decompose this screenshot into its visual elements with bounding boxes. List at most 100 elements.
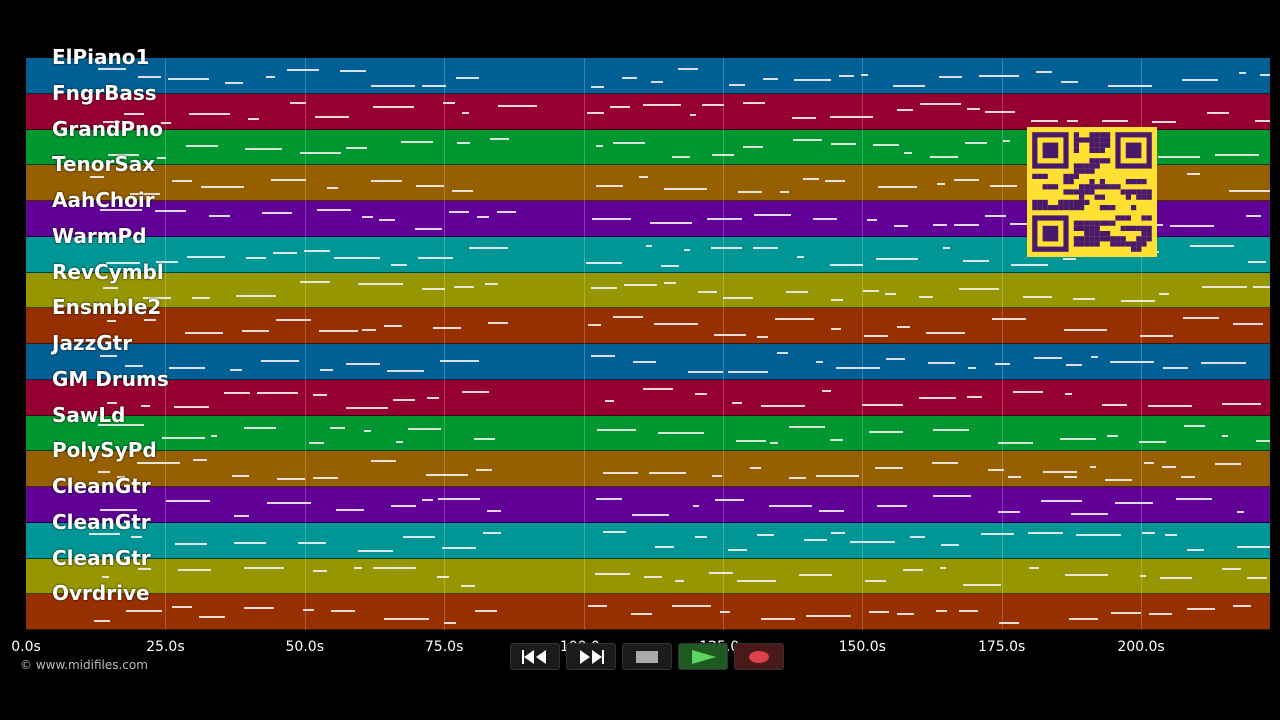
midi-note — [1247, 261, 1267, 264]
midi-note — [862, 404, 904, 407]
midi-note — [803, 178, 820, 181]
qr-module — [1136, 189, 1142, 195]
midi-note — [165, 499, 211, 502]
qr-module — [1084, 199, 1090, 205]
midi-note — [193, 459, 208, 462]
record-button[interactable] — [734, 643, 784, 670]
qr-module — [1141, 231, 1147, 237]
track-lane[interactable] — [26, 272, 1270, 309]
midi-note — [822, 389, 831, 392]
midi-note — [106, 401, 118, 404]
time-gridline — [165, 58, 167, 630]
midi-note — [1187, 549, 1205, 552]
stop-button[interactable] — [622, 643, 672, 670]
midi-note — [919, 296, 934, 299]
midi-note — [729, 83, 745, 86]
time-gridline — [1141, 58, 1142, 630]
midi-note — [711, 247, 742, 250]
midi-note — [785, 290, 809, 293]
qr-module — [1146, 225, 1152, 231]
midi-note — [299, 151, 341, 154]
midi-note — [876, 504, 908, 507]
midi-note — [98, 68, 127, 71]
midi-note — [421, 288, 446, 291]
track-lane[interactable] — [26, 522, 1270, 559]
track-lane[interactable] — [26, 415, 1270, 452]
track-lane[interactable] — [26, 451, 1270, 487]
midi-note — [868, 610, 890, 613]
midi-note — [697, 290, 717, 293]
play-button[interactable] — [678, 643, 728, 670]
midi-note — [1144, 462, 1155, 465]
piano-roll[interactable] — [26, 58, 1270, 630]
midi-note — [1065, 392, 1073, 395]
midi-note — [192, 296, 210, 299]
midi-note — [174, 406, 210, 409]
midi-note — [1023, 295, 1053, 298]
qr-module — [1125, 194, 1131, 200]
qr-module — [1125, 215, 1131, 221]
midi-note — [1063, 476, 1078, 479]
midi-note — [1101, 119, 1128, 122]
midi-note — [770, 442, 778, 445]
qr-module — [1099, 205, 1105, 211]
midi-note — [461, 112, 469, 115]
midi-note — [477, 215, 490, 218]
midi-note — [994, 362, 1011, 365]
track-name-label: FngrBass — [52, 80, 157, 105]
track-lane[interactable] — [26, 594, 1270, 630]
midi-note — [99, 209, 143, 212]
track-lane[interactable] — [26, 58, 1270, 94]
midi-note — [963, 259, 990, 262]
midi-note — [803, 538, 828, 541]
midi-note — [303, 249, 331, 252]
midi-note — [1140, 574, 1147, 577]
midi-note — [461, 585, 475, 588]
track-name-label: GrandPno — [52, 116, 163, 141]
midi-note — [942, 247, 950, 250]
midi-note — [929, 155, 958, 158]
midi-note — [1215, 153, 1260, 156]
midi-note — [933, 428, 970, 431]
fast-forward-button[interactable] — [566, 643, 616, 670]
qr-module — [1084, 163, 1090, 169]
midi-note — [658, 432, 704, 435]
qr-module — [1136, 236, 1142, 242]
midi-note — [438, 497, 480, 500]
midi-note — [613, 142, 646, 145]
track-lane[interactable] — [26, 487, 1270, 523]
midi-note — [422, 85, 447, 88]
track-name-label: SawLd — [52, 402, 126, 427]
midi-note — [354, 567, 363, 570]
qr-module — [1042, 199, 1048, 205]
track-lane[interactable] — [26, 344, 1270, 380]
midi-note — [1065, 364, 1083, 367]
track-lane[interactable] — [26, 93, 1270, 130]
midi-note — [415, 227, 443, 230]
midi-note — [799, 573, 833, 576]
time-tick-label: 50.0s — [285, 639, 324, 655]
midi-note — [161, 436, 205, 439]
midi-note — [815, 474, 859, 477]
rewind-button[interactable] — [510, 643, 560, 670]
qr-module — [1105, 205, 1111, 211]
midi-note — [448, 210, 469, 213]
midi-note — [200, 185, 244, 188]
midi-note — [878, 185, 917, 188]
qr-module — [1073, 173, 1079, 179]
qr-module — [1094, 142, 1100, 148]
midi-note — [312, 477, 338, 480]
track-lane[interactable] — [26, 379, 1270, 416]
track-lane[interactable] — [26, 308, 1270, 344]
track-lane[interactable] — [26, 558, 1270, 595]
qr-module — [1068, 173, 1074, 179]
qr-module — [1079, 189, 1085, 195]
midi-note — [643, 104, 681, 107]
midi-note — [742, 101, 766, 104]
midi-note — [1076, 533, 1121, 536]
midi-note — [596, 428, 637, 431]
stop-icon — [636, 650, 658, 663]
qr-module — [1099, 184, 1105, 190]
midi-note — [93, 620, 110, 623]
midi-note — [591, 85, 605, 88]
